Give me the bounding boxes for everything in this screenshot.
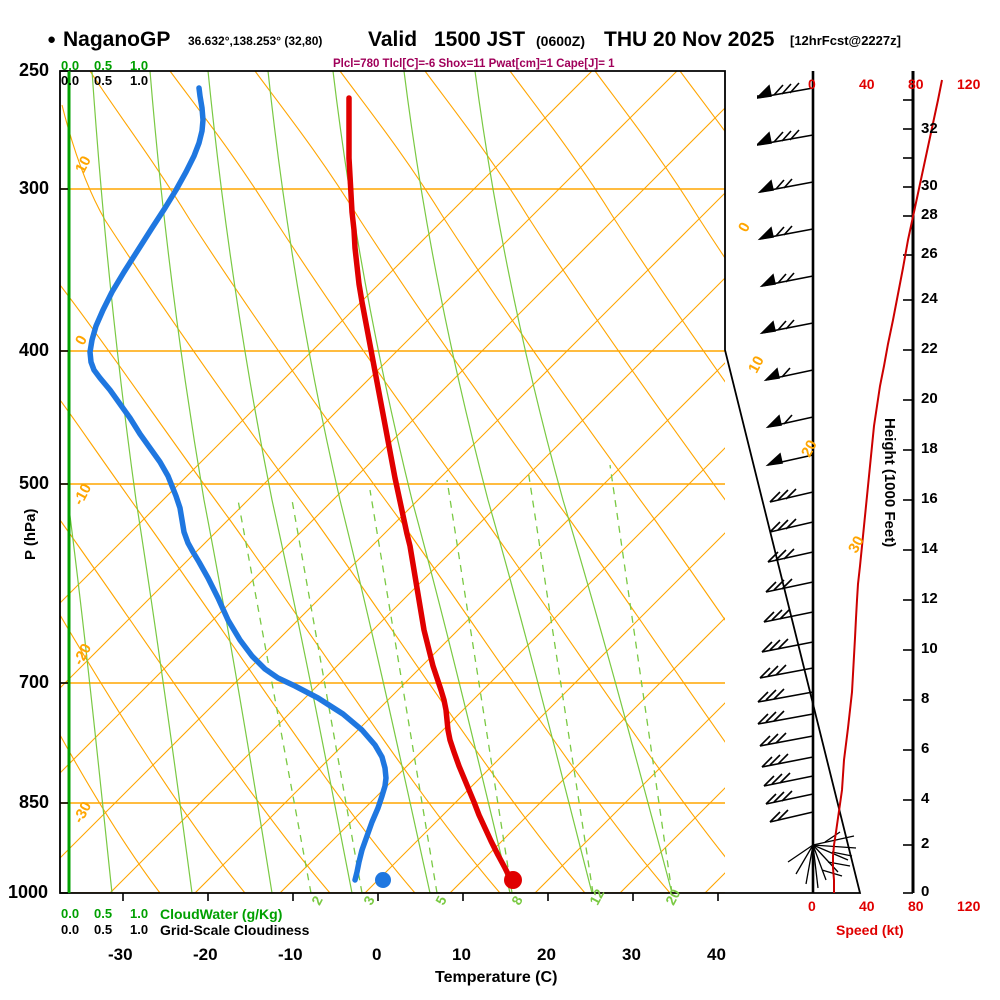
temperature-tick-40: 40 [707, 945, 726, 964]
cloudwater-top-tick-1: 0.5 [94, 58, 113, 73]
cloudwater-bottom-tick-1: 0.5 [94, 906, 113, 921]
cloudwater-bottom-tick-0: 0.0 [61, 906, 80, 921]
temperature-axis-label: Temperature (C) [435, 969, 558, 986]
speed-bottom-tick-120: 120 [957, 898, 981, 914]
height-tick-12: 12 [921, 590, 938, 607]
height-tick-8: 8 [921, 690, 930, 707]
valid-time-utc: (0600Z) [536, 33, 586, 49]
temperature-tick-10: 10 [452, 945, 471, 964]
cloudiness-bottom-tick-2: 1.0 [130, 922, 149, 937]
pressure-tick-500: 500 [19, 473, 50, 493]
speed-top-tick-0: 0 [808, 76, 816, 92]
height-tick-14: 14 [921, 540, 938, 557]
moist-adiabat-lines [67, 71, 673, 893]
station-name: NaganoGP [63, 28, 171, 51]
temperature-profile-curve [346, 95, 514, 883]
cloudwater-top-tick-0: 0.0 [61, 58, 80, 73]
temperature-tick-20: 20 [537, 945, 556, 964]
height-tick-32: 32 [921, 120, 938, 137]
speed-top-tick-120: 120 [957, 76, 981, 92]
surface-dewpoint-marker [375, 872, 391, 888]
speed-top-tick-40: 40 [859, 76, 875, 92]
height-tick-18: 18 [921, 440, 938, 457]
cloudiness-axis-label: Grid-Scale Cloudiness [160, 922, 310, 938]
plot-frame [59, 70, 862, 894]
cloudiness-bottom-tick-1: 0.5 [94, 922, 113, 937]
isotherm-lines [60, 71, 725, 893]
forecast-tag: [12hrFcst@2227z] [790, 33, 901, 48]
temperature-tick-0: 0 [372, 945, 382, 964]
surface-temperature-marker [504, 871, 522, 889]
temperature-tick-m10: -10 [278, 945, 303, 964]
pressure-tick-400: 400 [19, 340, 50, 360]
height-axis-label: Height (1000 Feet) [881, 418, 898, 548]
temperature-tick-m30: -30 [108, 945, 133, 964]
height-tick-0: 0 [921, 883, 930, 900]
height-tick-10: 10 [921, 640, 938, 657]
cloudiness-top-tick-0: 0.0 [61, 73, 80, 88]
speed-axis-label: Speed (kt) [836, 922, 904, 938]
speed-bottom-tick-40: 40 [859, 898, 875, 914]
dewpoint-profile-curve [87, 85, 389, 883]
wind-barbs-group [757, 82, 857, 889]
pressure-tick-850: 850 [19, 792, 50, 812]
stability-stats-line: Plcl=780 Tlcl[C]=-6 Shox=11 Pwat[cm]=1 C… [333, 58, 615, 70]
pressure-tick-700: 700 [19, 672, 50, 692]
height-tick-24: 24 [921, 290, 938, 307]
station-bullet-icon: ● [47, 31, 57, 48]
valid-word: Valid [368, 28, 418, 51]
height-tick-20: 20 [921, 390, 938, 407]
height-tick-2: 2 [921, 835, 930, 852]
cloudwater-bottom-tick-2: 1.0 [130, 906, 149, 921]
cloudiness-top-tick-2: 1.0 [130, 73, 149, 88]
speed-bottom-tick-0: 0 [808, 898, 816, 914]
pressure-tick-1000: 1000 [8, 882, 49, 902]
valid-date: THU 20 Nov 2025 [604, 28, 775, 51]
height-tick-4: 4 [921, 790, 930, 807]
cloudiness-bottom-tick-0: 0.0 [61, 922, 80, 937]
height-tick-16: 16 [921, 490, 938, 507]
mixing-ratio-lines [237, 464, 673, 893]
station-coords: 36.632°,138.253° (32,80) [188, 34, 323, 48]
height-tick-26: 26 [921, 245, 938, 262]
pressure-tick-marks [60, 70, 68, 894]
speed-bottom-tick-80: 80 [908, 898, 924, 914]
temperature-tick-m20: -20 [193, 945, 218, 964]
pressure-tick-250: 250 [19, 60, 50, 80]
height-tick-6: 6 [921, 740, 930, 757]
temperature-tick-30: 30 [622, 945, 641, 964]
pressure-axis-label: P (hPa) [22, 508, 39, 560]
height-tick-30: 30 [921, 177, 938, 194]
cloudwater-top-tick-2: 1.0 [130, 58, 149, 73]
speed-top-tick-80: 80 [908, 76, 924, 92]
wind-speed-curve [832, 79, 943, 893]
valid-time: 1500 JST [434, 28, 526, 51]
height-tick-22: 22 [921, 340, 938, 357]
cloudiness-top-tick-1: 0.5 [94, 73, 113, 88]
height-tick-28: 28 [921, 206, 938, 223]
pressure-tick-300: 300 [19, 178, 50, 198]
temperature-tick-marks [122, 893, 719, 901]
cloudwater-axis-label: CloudWater (g/Kg) [160, 906, 283, 922]
